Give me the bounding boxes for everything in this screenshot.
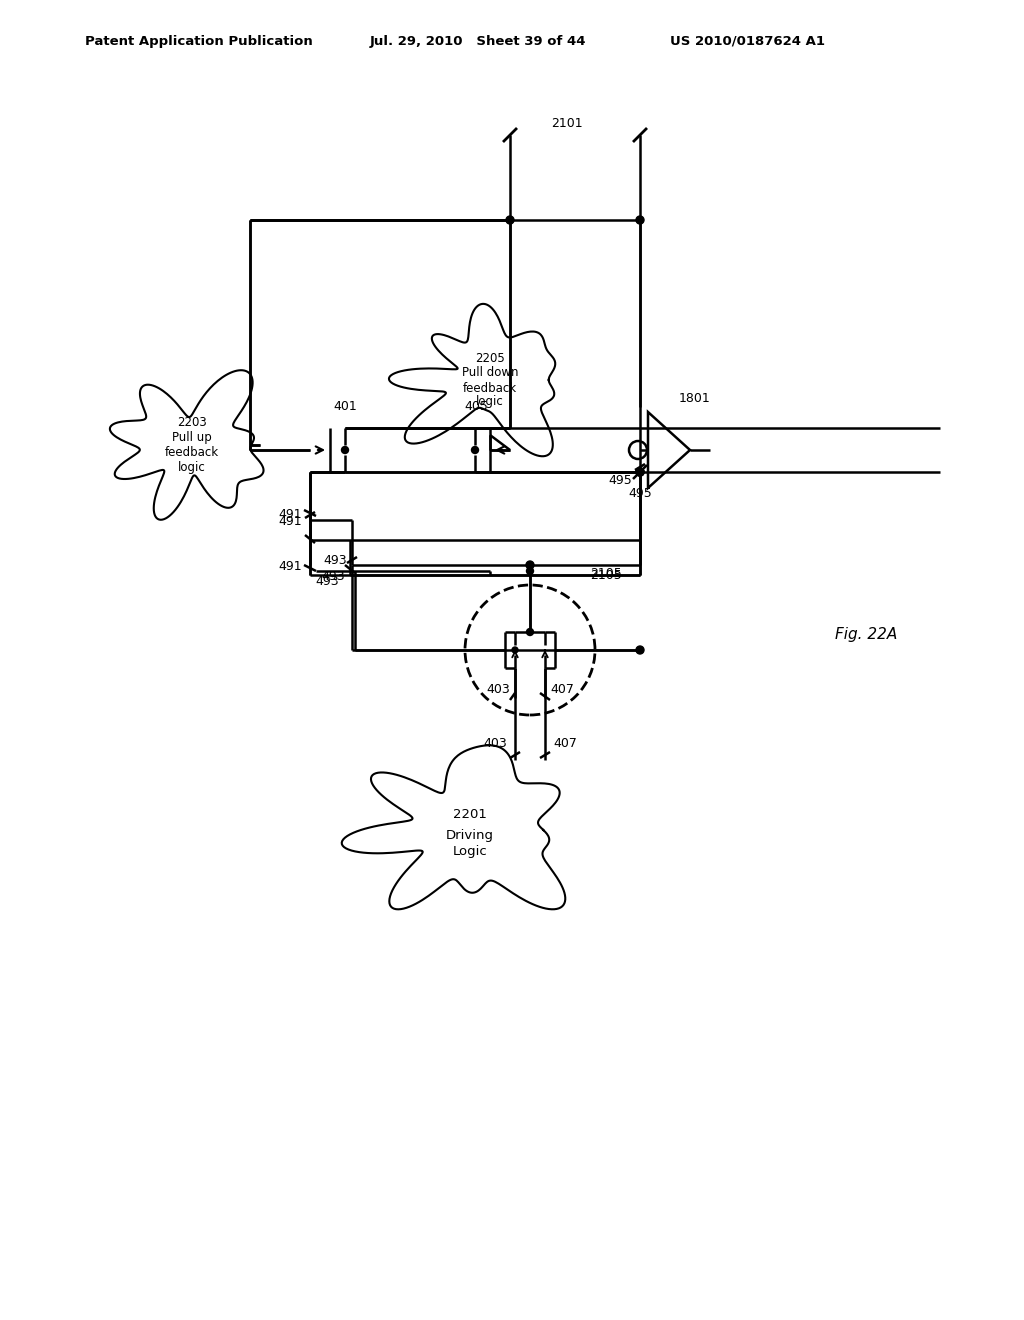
Text: 2201: 2201 <box>453 808 487 821</box>
Text: 407: 407 <box>553 737 577 750</box>
Text: 491: 491 <box>279 508 302 521</box>
Text: 405: 405 <box>464 400 488 413</box>
Circle shape <box>636 645 644 653</box>
Text: 2105: 2105 <box>590 568 622 579</box>
Text: 407: 407 <box>550 682 573 696</box>
Circle shape <box>526 561 534 569</box>
Text: Logic: Logic <box>453 846 487 858</box>
Text: 2101: 2101 <box>551 117 583 129</box>
Text: 2205: 2205 <box>475 351 505 364</box>
Text: Pull up: Pull up <box>172 432 212 445</box>
Circle shape <box>526 628 534 635</box>
Text: 2105: 2105 <box>590 569 622 582</box>
Text: 2203: 2203 <box>177 417 207 429</box>
Text: 493: 493 <box>324 553 347 566</box>
Circle shape <box>512 647 518 653</box>
Text: Patent Application Publication: Patent Application Publication <box>85 36 312 48</box>
Text: 401: 401 <box>333 400 356 413</box>
Text: 495: 495 <box>628 487 651 500</box>
Text: 403: 403 <box>483 737 507 750</box>
Text: feedback: feedback <box>165 446 219 459</box>
Text: 495: 495 <box>608 474 632 487</box>
Text: feedback: feedback <box>463 381 517 395</box>
Circle shape <box>636 469 644 477</box>
Circle shape <box>341 446 348 454</box>
Text: Pull down: Pull down <box>462 367 518 380</box>
Text: 493: 493 <box>315 576 339 587</box>
Text: 491: 491 <box>279 515 302 528</box>
Circle shape <box>636 216 644 224</box>
Text: logic: logic <box>178 461 206 474</box>
Circle shape <box>636 469 644 477</box>
Text: logic: logic <box>476 396 504 408</box>
Circle shape <box>471 446 478 454</box>
Text: Jul. 29, 2010   Sheet 39 of 44: Jul. 29, 2010 Sheet 39 of 44 <box>370 36 587 48</box>
Circle shape <box>506 216 514 224</box>
Text: Fig. 22A: Fig. 22A <box>835 627 897 643</box>
Text: Driving: Driving <box>446 829 494 842</box>
Text: 493: 493 <box>322 570 345 583</box>
Text: US 2010/0187624 A1: US 2010/0187624 A1 <box>670 36 825 48</box>
Circle shape <box>636 469 644 477</box>
Text: 491: 491 <box>279 560 302 573</box>
Text: 1801: 1801 <box>679 392 711 405</box>
Text: 403: 403 <box>486 682 510 696</box>
Circle shape <box>526 568 534 574</box>
